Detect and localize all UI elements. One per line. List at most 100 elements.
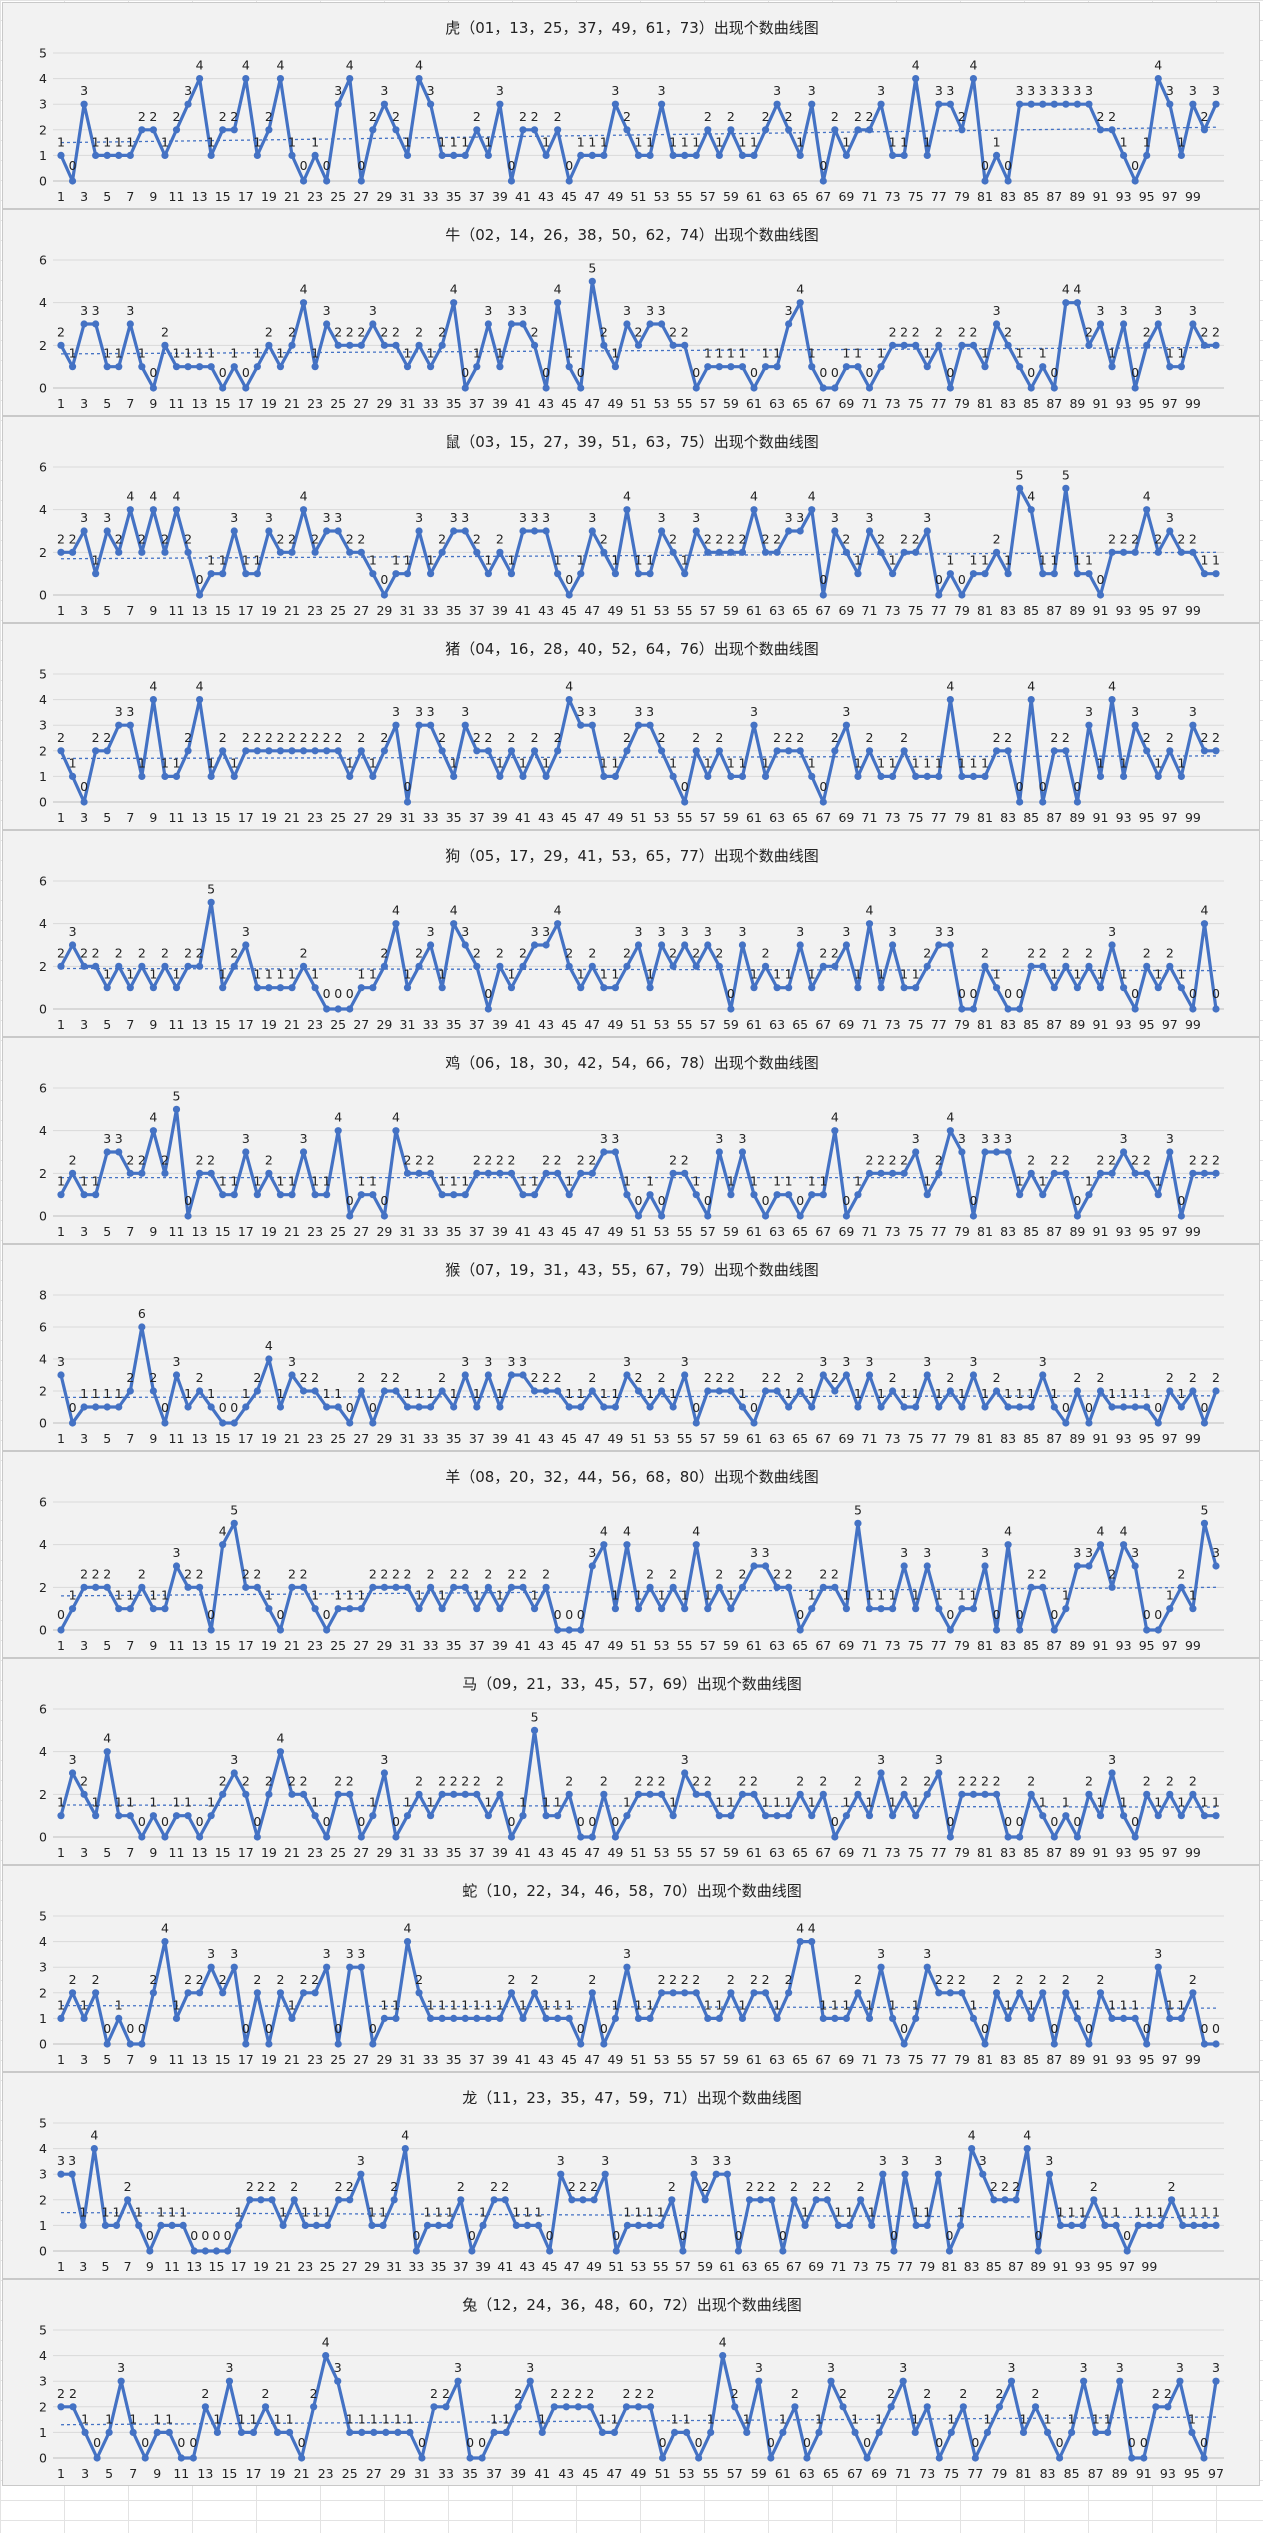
data-point xyxy=(403,1938,412,1946)
data-point xyxy=(900,1790,908,1798)
data-label: 2 xyxy=(300,1370,308,1385)
data-label: 1 xyxy=(237,2411,245,2426)
data-point xyxy=(379,2221,387,2229)
data-point xyxy=(157,2221,165,2229)
data-point xyxy=(727,1989,735,1997)
data-point xyxy=(646,2221,654,2229)
data-label: 2 xyxy=(124,2179,132,2194)
data-label: 1 xyxy=(1134,2204,1142,2219)
data-point xyxy=(865,1169,874,1177)
x-tick-label: 71 xyxy=(862,2052,878,2067)
x-tick-label: 31 xyxy=(400,1224,416,1239)
data-point xyxy=(958,1403,966,1411)
data-point xyxy=(392,341,400,349)
data-label: 1 xyxy=(1143,134,1151,149)
data-label: 2 xyxy=(946,1972,954,1987)
data-label: 2 xyxy=(300,1566,308,1581)
data-point xyxy=(831,1583,839,1591)
y-tick-label: 2 xyxy=(39,959,47,974)
data-label: 1 xyxy=(842,134,850,149)
data-point xyxy=(519,527,527,535)
data-point xyxy=(92,570,100,578)
data-label: 2 xyxy=(715,531,723,546)
data-point xyxy=(265,1790,273,1798)
data-point xyxy=(831,1127,839,1135)
data-point xyxy=(1143,2040,1151,2048)
data-label: 1 xyxy=(946,553,954,568)
x-tick-label: 87 xyxy=(1008,2259,1024,2274)
x-tick-label: 9 xyxy=(149,2052,157,2067)
data-point xyxy=(658,941,666,949)
data-point xyxy=(1177,151,1185,159)
data-point xyxy=(235,2221,243,2229)
data-label: 4 xyxy=(623,1524,631,1539)
data-label: 1 xyxy=(450,755,458,770)
data-point xyxy=(958,591,966,599)
x-tick-label: 5 xyxy=(103,1638,111,1653)
data-label: 1 xyxy=(598,2411,606,2426)
data-label: 1 xyxy=(219,967,227,982)
data-label: 4 xyxy=(196,58,204,73)
x-tick-label: 49 xyxy=(607,1017,623,1032)
data-point xyxy=(473,1169,481,1177)
data-label: 1 xyxy=(115,1588,123,1603)
data-label: 1 xyxy=(157,2204,165,2219)
data-point xyxy=(842,1371,851,1379)
data-point xyxy=(1016,1626,1024,1634)
data-point xyxy=(773,984,781,992)
data-label: 1 xyxy=(1179,2204,1187,2219)
data-label: 1 xyxy=(600,967,608,982)
x-tick-label: 93 xyxy=(1116,1224,1132,1239)
data-point xyxy=(438,1191,446,1199)
data-point xyxy=(103,1583,111,1591)
data-label: 1 xyxy=(496,755,504,770)
data-label: 2 xyxy=(484,730,492,745)
data-label: 1 xyxy=(727,755,735,770)
data-point xyxy=(177,2454,185,2462)
data-label: 2 xyxy=(762,945,770,960)
data-label: 1 xyxy=(704,755,712,770)
data-label: 0 xyxy=(126,2021,134,2036)
x-tick-label: 97 xyxy=(1119,2259,1135,2274)
x-tick-label: 91 xyxy=(1093,1638,1109,1653)
data-point xyxy=(434,2221,443,2229)
data-label: 0 xyxy=(69,158,77,173)
data-label: 1 xyxy=(438,1174,446,1189)
data-point xyxy=(461,384,469,392)
data-point xyxy=(461,1790,469,1798)
data-label: 2 xyxy=(138,945,146,960)
data-point xyxy=(450,1403,458,1411)
data-label: 2 xyxy=(969,1773,977,1788)
data-point xyxy=(299,1790,308,1798)
data-point xyxy=(126,320,134,328)
data-label: 2 xyxy=(219,109,227,124)
data-point xyxy=(92,320,100,328)
y-tick-label: 8 xyxy=(39,1288,47,1303)
data-point xyxy=(68,2170,76,2178)
data-point xyxy=(530,1387,539,1395)
x-tick-label: 85 xyxy=(1023,396,1039,411)
data-label: 0 xyxy=(779,2228,787,2243)
data-point xyxy=(149,126,157,134)
data-point xyxy=(981,363,989,371)
data-label: 0 xyxy=(369,2021,377,2036)
data-point xyxy=(369,126,377,134)
data-label: 2 xyxy=(1212,730,1220,745)
data-label: 1 xyxy=(611,1588,619,1603)
data-point xyxy=(115,2014,123,2022)
data-label: 0 xyxy=(138,1814,146,1829)
data-point xyxy=(196,962,204,970)
data-label: 1 xyxy=(1177,134,1185,149)
x-tick-label: 91 xyxy=(1093,396,1109,411)
x-tick-label: 59 xyxy=(751,2466,767,2481)
data-point xyxy=(394,2428,402,2436)
data-point xyxy=(1189,320,1197,328)
data-label: 0 xyxy=(1056,2435,1064,2450)
data-label: 4 xyxy=(173,489,181,504)
data-label: 3 xyxy=(827,2360,835,2375)
x-tick-label: 9 xyxy=(149,396,157,411)
data-label: 1 xyxy=(368,2204,376,2219)
data-label: 1 xyxy=(173,967,181,982)
x-tick-label: 29 xyxy=(376,1638,392,1653)
